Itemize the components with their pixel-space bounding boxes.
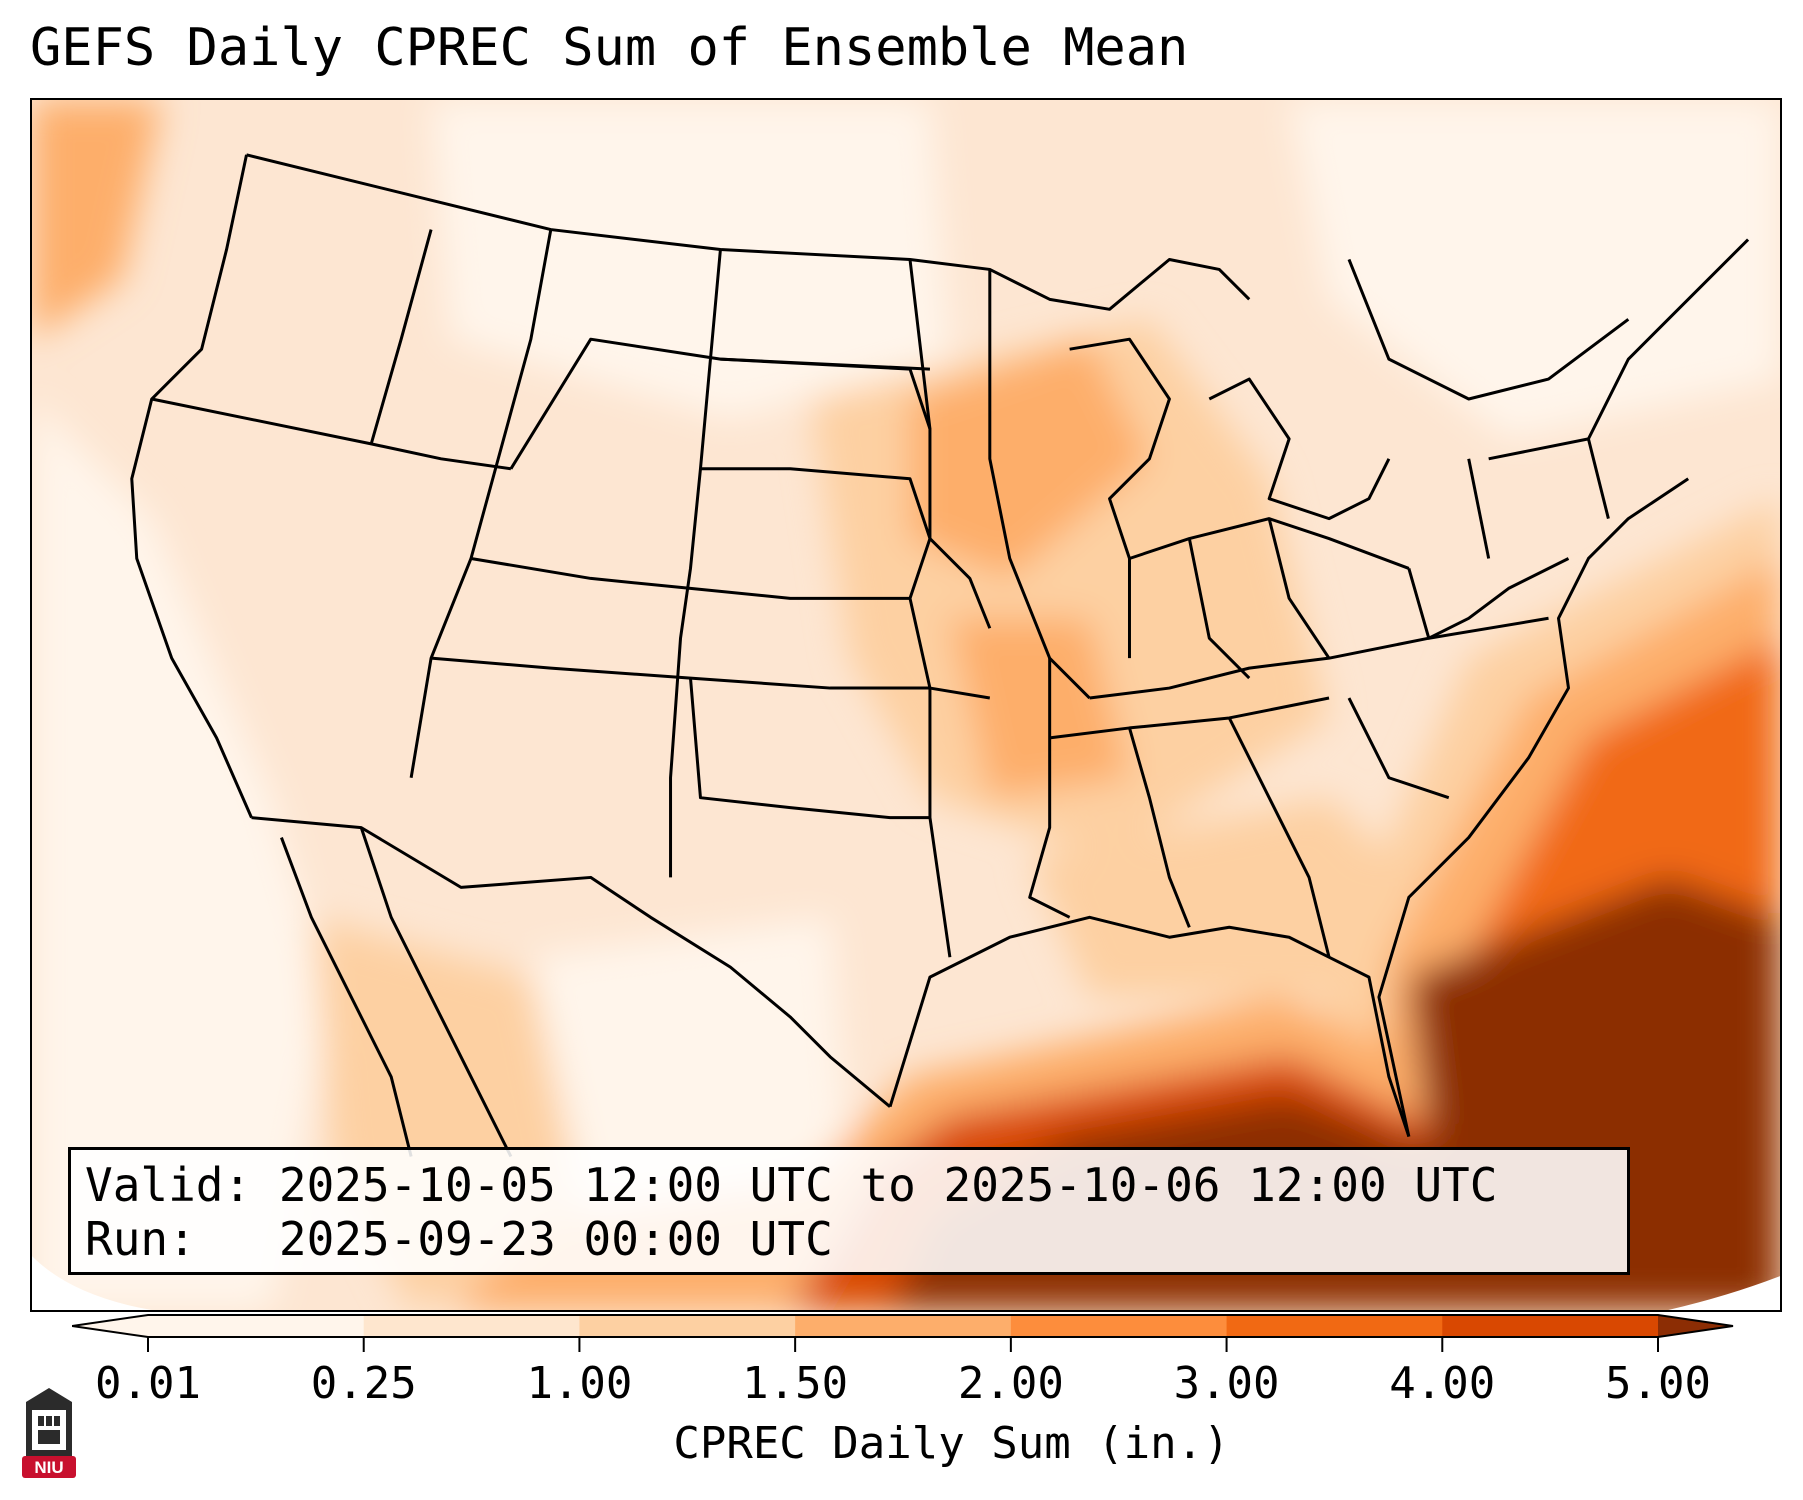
colorbar-tick-label: 0.01 <box>95 1358 201 1409</box>
map-edge <box>32 1256 152 1310</box>
colorbar-label: CPREC Daily Sum (in.) <box>673 1418 1230 1469</box>
run-line: Run: 2025-09-23 00:00 UTC <box>85 1212 1613 1266</box>
colorbar-ticks <box>147 1336 1659 1352</box>
valid-label: Valid: <box>85 1158 252 1212</box>
colorbar-segment <box>579 1315 796 1337</box>
state-boundaries <box>130 153 1750 1158</box>
colorbar-extend-max <box>1658 1315 1733 1337</box>
valid-line: Valid: 2025-10-05 12:00 UTC to 2025-10-0… <box>85 1158 1613 1212</box>
colorbar-segment <box>1010 1315 1228 1337</box>
validity-info-box: Valid: 2025-10-05 12:00 UTC to 2025-10-0… <box>68 1147 1630 1275</box>
precipitation-map <box>30 98 1782 1312</box>
run-value: 2025-09-23 00:00 UTC <box>278 1212 833 1266</box>
valid-value: 2025-10-05 12:00 UTC to 2025-10-06 12:00… <box>278 1158 1498 1212</box>
colorbar-segment <box>363 1315 580 1337</box>
colorbar-tick-label: 1.50 <box>742 1358 849 1409</box>
colorbar-tick-label: 0.25 <box>310 1358 417 1409</box>
university-tower-icon: NIU <box>22 1388 76 1478</box>
colorbar-tick-label: 4.00 <box>1389 1358 1496 1409</box>
map-edge <box>1668 1276 1780 1310</box>
run-label: Run: <box>85 1212 196 1266</box>
colorbar-extend-min <box>72 1315 148 1337</box>
logo-text: NIU <box>34 1458 63 1477</box>
colorbar-tick-label: 2.00 <box>957 1358 1064 1409</box>
colorbar-segment <box>1226 1315 1443 1337</box>
colorbar-segment <box>1442 1315 1659 1337</box>
map-title: GEFS Daily CPREC Sum of Ensemble Mean <box>30 18 1189 78</box>
colorbar-tick-label: 1.00 <box>526 1358 633 1409</box>
colorbar-tick-label: 5.00 <box>1605 1358 1711 1409</box>
colorbar-tick-label: 3.00 <box>1173 1358 1280 1409</box>
map-canvas <box>32 100 1780 1310</box>
colorbar <box>72 1314 1734 1338</box>
colorbar-segment <box>148 1315 365 1337</box>
colorbar-segment <box>795 1315 1012 1337</box>
